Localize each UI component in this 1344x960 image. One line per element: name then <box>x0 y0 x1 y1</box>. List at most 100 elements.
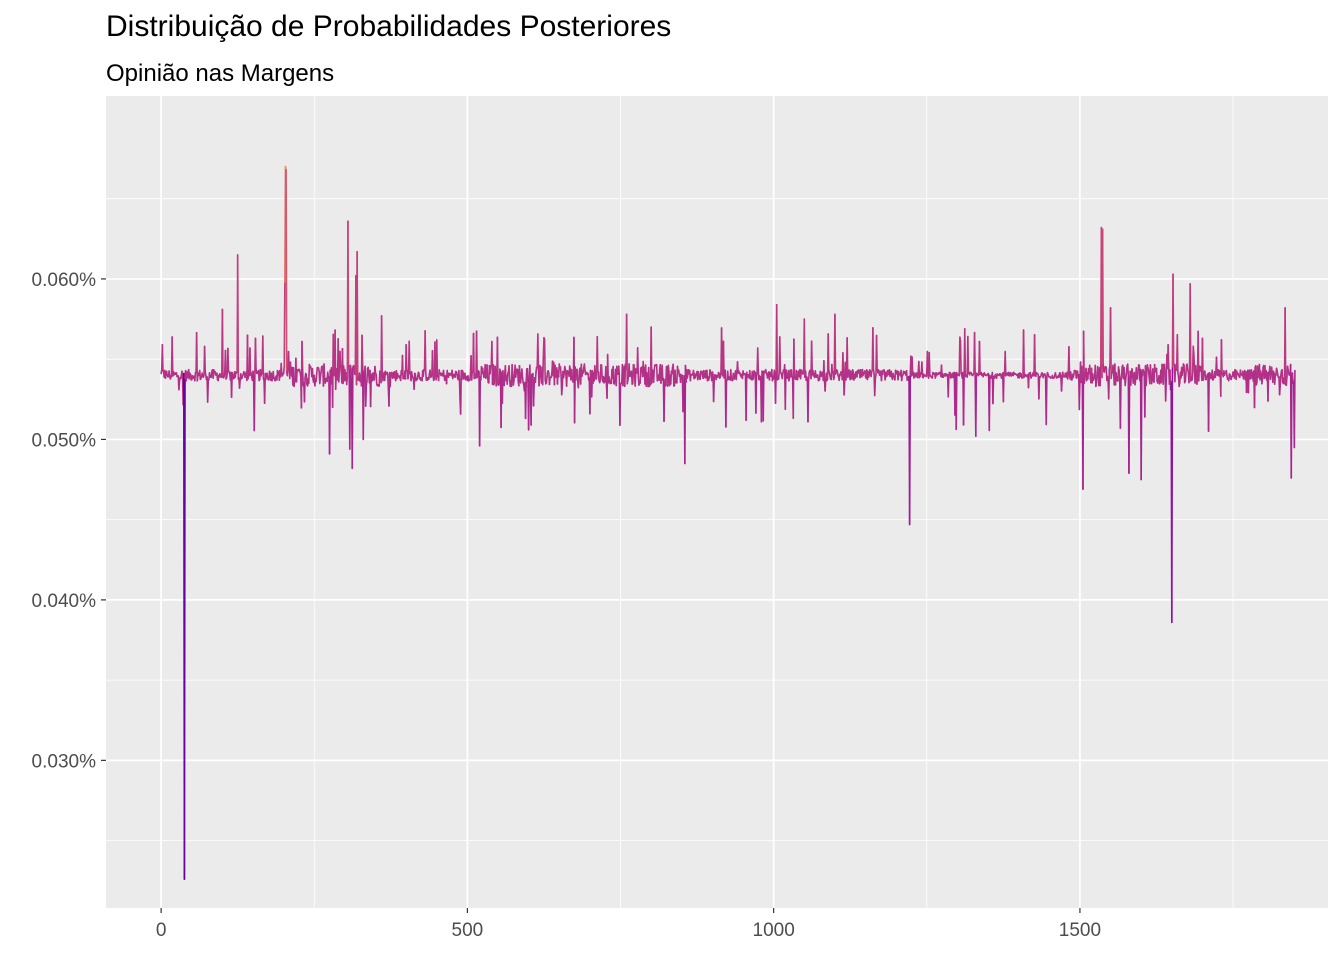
line-segment <box>364 384 368 407</box>
line-segment <box>513 370 516 382</box>
line-segment <box>1101 228 1105 366</box>
line-segment <box>458 377 461 401</box>
line-segment <box>628 363 631 377</box>
line-segment <box>424 330 427 373</box>
line-segment <box>1033 333 1037 377</box>
line-segment <box>285 169 288 373</box>
line-segment <box>1075 372 1078 379</box>
line-segment <box>560 384 564 396</box>
line-segment <box>834 313 837 375</box>
line-segment <box>183 377 186 880</box>
line-segment <box>777 371 780 380</box>
line-segment <box>524 380 527 420</box>
line-segment <box>347 364 350 372</box>
line-segment <box>1201 337 1204 381</box>
line-segment <box>495 379 498 387</box>
line-segment <box>848 369 851 378</box>
line-segment <box>775 303 779 381</box>
line-segment <box>886 369 889 377</box>
line-segment <box>1078 379 1081 411</box>
x-tick-label: 1500 <box>1059 920 1101 941</box>
line-segment <box>315 372 318 383</box>
line-segment <box>171 336 174 377</box>
line-segment <box>616 365 619 375</box>
line-segment <box>1135 367 1138 380</box>
line-segment <box>224 349 227 380</box>
line-segment <box>658 367 661 382</box>
line-segment <box>301 340 304 371</box>
line-segment <box>249 347 252 376</box>
line-segment <box>262 335 265 380</box>
line-segment <box>652 369 656 383</box>
x-tick-label: 500 <box>452 920 484 941</box>
line-segment <box>1191 372 1194 381</box>
line-segment <box>1038 376 1041 400</box>
line-segment <box>612 365 615 385</box>
line-segment <box>1192 345 1195 355</box>
y-axis: 0.030% 0.040% 0.050% 0.060% <box>32 270 106 772</box>
line-segment <box>689 373 692 382</box>
line-segment <box>1103 366 1106 373</box>
line-segment <box>605 365 608 385</box>
line-segment <box>185 372 188 382</box>
line-segment <box>311 367 314 381</box>
line-segment <box>1245 375 1248 394</box>
line-segment <box>729 368 733 381</box>
line-segment <box>778 336 782 374</box>
line-segment <box>733 372 736 380</box>
line-segment <box>1174 367 1177 383</box>
line-segment <box>470 370 474 381</box>
line-segment <box>496 336 499 386</box>
line-segment <box>845 369 848 381</box>
line-segment <box>1214 370 1217 379</box>
line-segment <box>1152 368 1155 382</box>
line-segment <box>265 373 268 380</box>
line-segment <box>195 331 199 382</box>
line-segment <box>831 363 834 374</box>
line-segment <box>1153 363 1157 373</box>
line-segment <box>1267 371 1270 402</box>
line-segment <box>1162 363 1165 385</box>
line-segment <box>597 371 600 382</box>
line-segment <box>1281 369 1284 383</box>
line-segment <box>921 361 924 378</box>
line-segment <box>434 341 437 373</box>
line-segment <box>502 370 505 381</box>
line-segment <box>793 338 796 380</box>
line-segment <box>631 363 635 385</box>
line-segment <box>1082 330 1086 385</box>
line-segment <box>1269 371 1272 381</box>
line-segment <box>407 371 410 380</box>
line-segment <box>1147 369 1150 378</box>
line-segment <box>413 372 416 391</box>
line-segment <box>824 379 827 392</box>
line-segment <box>1164 377 1168 402</box>
line-segment <box>1129 373 1133 387</box>
line-segment <box>518 364 521 382</box>
line-segment <box>667 364 670 373</box>
line-segment <box>712 377 716 403</box>
line-segment <box>295 369 298 383</box>
line-segment <box>198 369 202 381</box>
line-segment <box>600 364 603 379</box>
line-segment <box>1161 363 1164 372</box>
line-segment <box>543 338 546 381</box>
y-tick-label: 0.040% <box>32 591 97 612</box>
line-segment <box>178 379 181 391</box>
line-segment <box>254 337 257 371</box>
line-segment <box>810 340 814 376</box>
line-segment <box>223 369 226 378</box>
line-segment <box>633 364 636 378</box>
line-segment <box>1027 372 1030 389</box>
line-segment <box>369 374 373 408</box>
line-segment <box>1002 371 1005 403</box>
data-series <box>160 165 1296 880</box>
line-segment <box>345 375 349 386</box>
line-segment <box>1186 363 1189 371</box>
line-segment <box>1253 366 1256 409</box>
line-segment <box>672 363 675 387</box>
line-segment <box>194 372 197 382</box>
line-segment <box>1119 380 1122 429</box>
line-segment <box>1118 369 1121 380</box>
